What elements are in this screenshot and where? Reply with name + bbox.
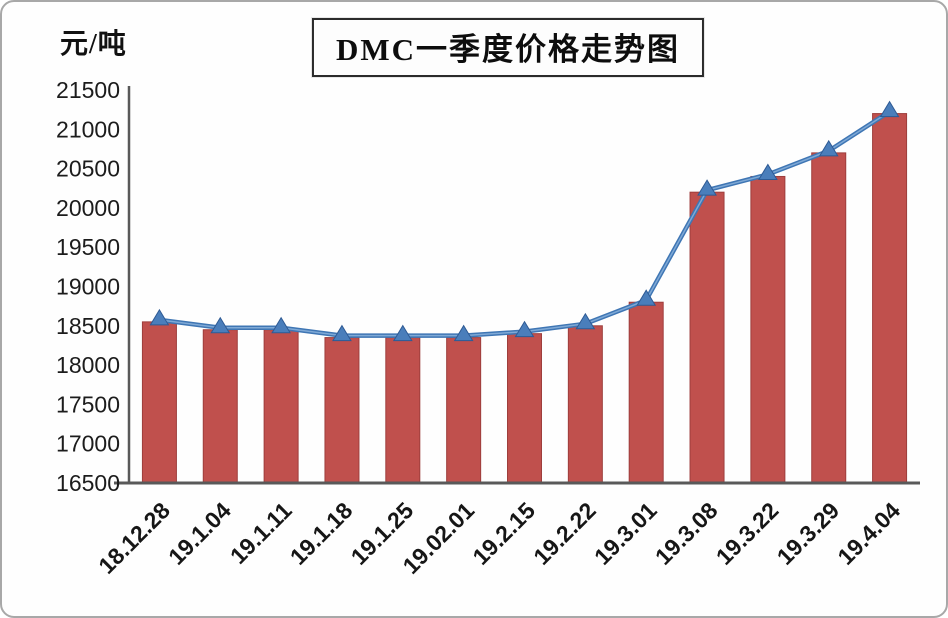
y-axis-unit-label: 元/吨 [60,29,127,60]
y-tick-label: 18000 [56,352,120,378]
x-tick-label: 19.3.01 [589,497,662,570]
y-tick-label: 21000 [56,116,120,142]
price-bar [750,175,786,484]
x-tick-label: 19.3.08 [650,497,723,570]
y-tick-label: 21500 [56,77,120,103]
y-tick-label: 20000 [56,195,120,221]
y-tick-label: 17000 [56,431,120,457]
price-bar [324,337,360,484]
line-marker-icon [149,308,170,326]
y-tick-label: 16500 [56,470,120,496]
line-marker-icon [758,163,778,180]
x-tick-label: 19.2.22 [528,497,601,570]
x-tick-label: 19.1.11 [225,497,297,569]
line-marker-icon [879,100,900,118]
y-tick-label: 18500 [56,313,120,339]
line-marker-icon [453,324,474,342]
price-bar [628,301,664,484]
price-bar [689,191,725,484]
price-bar [202,329,238,484]
price-bar [811,152,847,484]
line-marker-icon [575,312,596,330]
x-tick-label: 19.3.29 [772,497,845,570]
line-marker-icon [271,316,291,334]
chart-title-box: DMC一季度价格走势图 [311,18,705,77]
line-marker-icon [636,289,657,306]
y-tick-label: 20500 [56,156,120,182]
x-tick-label: 18.12.28 [93,497,175,579]
x-tick-label: 19.4.04 [832,497,905,570]
line-marker-icon [697,179,717,196]
x-tick-label: 19.1.04 [163,497,236,570]
line-marker-icon [210,316,231,334]
y-tick-label: 17500 [56,391,120,417]
price-bar [385,337,421,484]
price-bar [263,329,299,484]
line-marker-icon [392,324,413,342]
chart-title: DMC一季度价格走势图 [335,32,681,67]
y-tick-label: 19000 [56,274,120,300]
x-tick-label: 19.2.15 [467,497,540,570]
price-bar [446,337,482,484]
x-tick-label: 19.3.22 [711,497,784,570]
x-tick-label: 19.1.18 [285,497,358,570]
line-marker-icon [332,324,352,342]
price-bar [507,333,542,484]
price-bar [141,321,177,484]
line-marker-icon [818,139,839,157]
price-bar [872,113,908,484]
line-marker-icon [514,320,535,338]
y-tick-label: 19500 [56,234,120,260]
price-bar [567,325,603,484]
